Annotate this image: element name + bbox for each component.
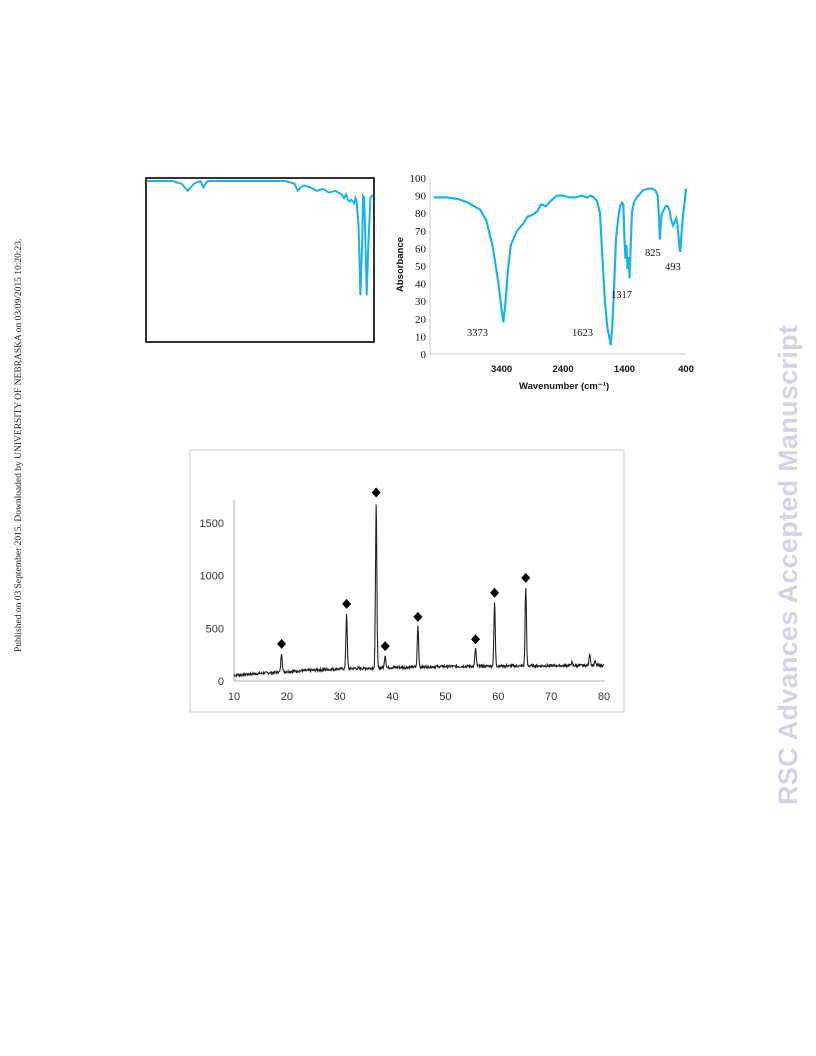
- ir-right-y-tick-label: 30: [415, 296, 427, 308]
- xrd-x-tick-label: 20: [281, 691, 293, 703]
- peak-label-1317: 1317: [611, 290, 632, 301]
- ir-right-x-tick-label: 3400: [491, 364, 512, 375]
- xrd-x-tick-label: 30: [334, 691, 346, 703]
- xrd-y-tick-label: 1500: [200, 518, 224, 530]
- xrd-y-ticks: 0 500 1000 1500: [200, 518, 224, 688]
- ir-right-y-tick-label: 40: [415, 279, 427, 291]
- xrd-peak-diamond-marker: [371, 487, 381, 498]
- xrd-peak-diamond-marker: [277, 638, 287, 649]
- xrd-peak-diamond-marker: [521, 572, 531, 583]
- xrd-y-tick-label: 1000: [200, 571, 224, 583]
- xrd-y-tick-label: 500: [206, 623, 224, 635]
- xrd-peak-diamond-marker: [380, 641, 390, 652]
- ir-right-x-label: Wavenumber (cm⁻¹): [519, 381, 609, 392]
- xrd-peak-diamond-marker: [413, 611, 423, 622]
- xrd-peak-diamond-marker: [342, 598, 352, 609]
- xrd-x-tick-label: 60: [492, 691, 504, 703]
- xrd-peak-diamond-marker: [471, 634, 481, 645]
- xrd-x-tick-label: 80: [598, 691, 610, 703]
- ir-right-x-tick-label: 400: [678, 364, 694, 375]
- peak-label-493: 493: [665, 262, 681, 273]
- ir-spectrum-left: [145, 177, 375, 343]
- peak-label-825: 825: [645, 248, 661, 259]
- xrd-pattern: 0 500 1000 1500 10 20 30 40 50 60 70 80: [189, 449, 625, 713]
- peak-label-3373: 3373: [467, 328, 488, 339]
- ir-right-y-label: Absorbance: [395, 237, 406, 292]
- xrd-series-line: [233, 504, 605, 679]
- ir-left-frame: [145, 177, 375, 343]
- ir-right-series-line: [434, 187, 688, 346]
- xrd-x-tick-label: 10: [228, 691, 240, 703]
- peak-label-1623: 1623: [572, 328, 593, 339]
- ir-right-x-tick-label: 1400: [614, 364, 635, 375]
- ir-right-y-tick-label: 20: [415, 314, 427, 326]
- ir-right-x-tick-label: 2400: [553, 364, 574, 375]
- xrd-y-tick-label: 0: [218, 676, 224, 688]
- ir-right-y-tick-label: 0: [421, 349, 427, 361]
- xrd-x-ticks: 10 20 30 40 50 60 70 80: [228, 691, 610, 703]
- ir-right-y-tick-label: 100: [410, 173, 427, 185]
- ir-right-y-tick-label: 10: [415, 331, 427, 343]
- ir-right-y-tick-label: 60: [415, 243, 427, 255]
- ir-right-y-tick-label: 70: [415, 226, 427, 238]
- xrd-peak-diamond-marker: [490, 587, 500, 598]
- ir-right-y-tick-label: 90: [415, 191, 427, 203]
- ir-left-series-line: [147, 179, 374, 296]
- xrd-x-tick-label: 40: [386, 691, 398, 703]
- xrd-x-tick-label: 50: [439, 691, 451, 703]
- ir-right-x-ticks: 3400 2400 1400 400: [491, 364, 694, 375]
- xrd-x-tick-label: 70: [545, 691, 557, 703]
- xrd-peak-markers: [277, 487, 531, 652]
- ir-right-y-tick-label: 50: [415, 261, 427, 273]
- ir-right-y-tick-label: 80: [415, 208, 427, 220]
